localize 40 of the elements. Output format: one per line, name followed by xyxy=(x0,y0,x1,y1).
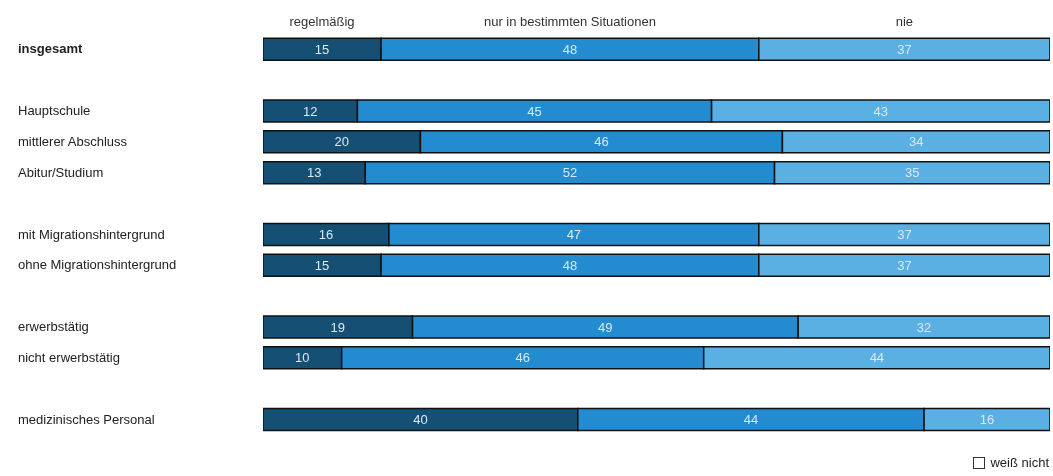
legend-label: weiß nicht xyxy=(989,455,1049,470)
data-label: 44 xyxy=(869,350,885,366)
series-label: regelmäßig xyxy=(289,14,355,29)
data-label: 46 xyxy=(594,134,609,150)
series-label: nur in bestimmten Situationen xyxy=(483,14,656,29)
data-label: 48 xyxy=(562,41,578,57)
data-label: 10 xyxy=(295,350,310,366)
data-label: 16 xyxy=(979,412,995,428)
data-label: 19 xyxy=(330,319,345,335)
y-tick-label: insgesamt xyxy=(18,41,83,57)
data-label: 43 xyxy=(873,103,889,119)
y-tick-label: medizinisches Personal xyxy=(18,411,155,427)
y-tick-label: mittlerer Abschluss xyxy=(18,133,128,149)
data-label: 52 xyxy=(562,165,578,181)
data-label: 45 xyxy=(527,103,542,119)
data-label: 48 xyxy=(562,257,578,273)
y-tick-label: erwerbstätig xyxy=(18,319,89,335)
data-label: 37 xyxy=(897,257,912,273)
y-tick-label: Hauptschule xyxy=(18,103,91,119)
data-label: 15 xyxy=(314,41,330,57)
data-label: 34 xyxy=(908,134,924,150)
data-label: 32 xyxy=(916,319,932,335)
data-label: 16 xyxy=(318,227,334,243)
y-tick-label: nicht erwerbstätig xyxy=(18,349,120,365)
data-label: 40 xyxy=(413,412,428,428)
data-label: 49 xyxy=(598,319,613,335)
data-label: 35 xyxy=(905,165,920,181)
data-label: 47 xyxy=(566,227,582,243)
data-label: 20 xyxy=(334,134,349,150)
data-label: 13 xyxy=(306,165,322,181)
data-label: 46 xyxy=(515,350,530,366)
data-label: 15 xyxy=(314,257,330,273)
y-tick-label: ohne Migrationshintergrund xyxy=(18,257,177,273)
data-label: 37 xyxy=(897,227,912,243)
y-tick-label: mit Migrationshintergrund xyxy=(18,226,165,242)
data-label: 44 xyxy=(743,412,759,428)
data-label: 37 xyxy=(897,41,912,57)
y-tick-label: Abitur/Studium xyxy=(18,164,104,180)
data-label: 12 xyxy=(302,103,318,119)
series-label: nie xyxy=(895,14,914,29)
